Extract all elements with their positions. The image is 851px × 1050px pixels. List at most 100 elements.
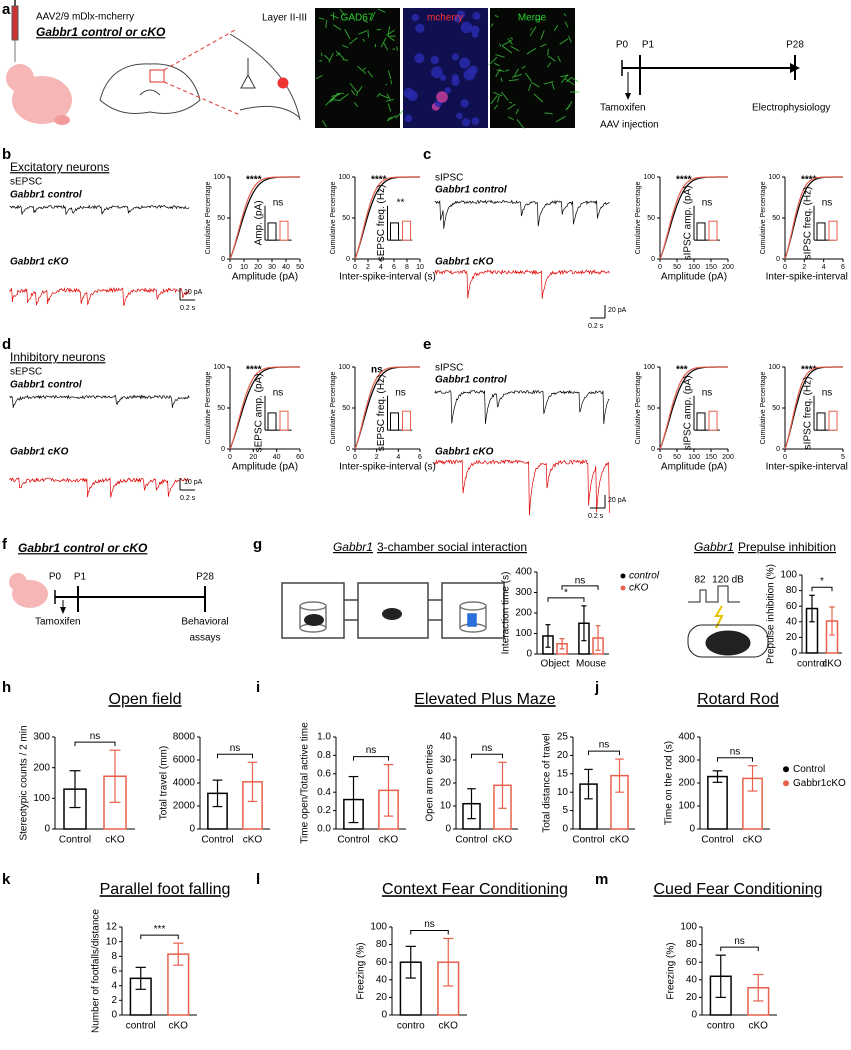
error-bar: [615, 758, 624, 793]
panel-letter: j: [594, 679, 599, 696]
x-tick-label: cKO: [169, 1021, 189, 1032]
texture: [490, 95, 498, 105]
y-tick-label: 4: [111, 980, 117, 991]
texture: [325, 95, 335, 106]
y-tick-label: 0: [691, 1010, 697, 1021]
significance: ns: [371, 365, 383, 376]
significance: ****: [246, 175, 262, 186]
y-tick-label: 2000: [173, 801, 196, 812]
y-tick-label: 0: [651, 446, 655, 453]
y-tick-label: 300: [515, 587, 532, 598]
error-bar: [584, 768, 593, 800]
y-tick-label: 50: [342, 405, 350, 412]
texture: [358, 30, 367, 35]
recording-label: sEPSC: [10, 177, 42, 188]
syringe: [11, 0, 19, 62]
error-bar: [829, 606, 835, 636]
bracket: [471, 753, 503, 759]
error-bar: [809, 594, 815, 623]
y-tick-label: 6000: [173, 755, 196, 766]
panel-letter: h: [2, 679, 11, 696]
y-tick-label: 40: [376, 974, 388, 985]
control-label: Gabbr1 control: [10, 380, 82, 391]
channel-label: Merge: [518, 13, 547, 24]
significance: ns: [599, 740, 610, 751]
texture: [472, 11, 481, 20]
bracket: [140, 934, 179, 940]
micrograph: [315, 8, 400, 128]
bracket: [74, 741, 116, 747]
y-tick-label: 10: [106, 936, 118, 947]
y-axis-label: Cumulative Percentage: [635, 372, 642, 445]
texture: [547, 62, 552, 68]
virus-label: AAV2/9 mDlx-mcherry: [36, 12, 134, 23]
texture: [404, 114, 413, 123]
x-tick-label: 50: [673, 454, 681, 461]
x-tick-label: 0: [658, 264, 662, 271]
texture: [471, 117, 480, 125]
y-axis-label: Freezing (%): [356, 942, 367, 999]
y-tick-label: 0.8: [317, 750, 331, 761]
timeline-label: P0: [49, 572, 62, 583]
texture: [344, 29, 351, 40]
x-axis-label: Amplitude (pA): [232, 272, 298, 283]
recording-label: Electrophysiology: [752, 103, 830, 114]
texture: [501, 45, 513, 54]
x-tick-label: 150: [705, 264, 717, 271]
inset-bar: [696, 412, 706, 431]
texture: [444, 87, 451, 94]
x-tick-label: cKO: [749, 1021, 769, 1032]
error-bar: [467, 788, 476, 820]
x-tick-label: 40: [282, 264, 290, 271]
y-axis-label: Cumulative Percentage: [760, 182, 767, 255]
texture: [509, 37, 514, 40]
texture: [403, 87, 415, 99]
panel-letter: i: [256, 679, 260, 696]
texture: [531, 81, 540, 88]
texture: [385, 99, 394, 102]
texture: [335, 50, 345, 60]
cumulative-curve: [229, 366, 300, 450]
texture: [551, 82, 555, 90]
y-tick-label: 25: [557, 732, 569, 743]
cumulative-curve: [784, 366, 843, 450]
texture: [555, 115, 566, 123]
y-tick-label: 100: [643, 364, 655, 371]
texture: [436, 91, 448, 103]
x-tick-label: 0: [228, 264, 232, 271]
texture: [382, 42, 389, 51]
y-tick-label: 100: [338, 364, 350, 371]
texture: [336, 52, 341, 57]
x-tick-label: cKO: [439, 1021, 459, 1032]
y-tick-label: 0: [381, 1010, 387, 1021]
y-axis-label: Cumulative Percentage: [330, 182, 337, 255]
error-bar: [747, 765, 758, 792]
timeline-label: P28: [196, 572, 214, 583]
texture: [488, 56, 498, 66]
y-tick-label: 80: [786, 585, 798, 596]
texture: [515, 108, 520, 115]
inset-bar: [402, 220, 411, 241]
inset-label: sIPSC amp. (pA): [683, 185, 694, 260]
texture: [451, 53, 459, 61]
y-tick-label: 20: [440, 778, 452, 789]
timeline-label: P28: [786, 40, 804, 51]
stimulus-label: 82: [694, 575, 706, 586]
timeline-label: P0: [616, 40, 629, 51]
y-tick-label: 0.2: [317, 805, 331, 816]
texture: [460, 21, 473, 34]
y-tick-label: 20: [686, 992, 698, 1003]
y-tick-label: 0: [189, 824, 195, 835]
x-tick-label: Object: [541, 659, 570, 670]
texture: [386, 115, 397, 122]
legend-label: Control: [793, 764, 825, 775]
texture: [387, 116, 392, 120]
scale-label: 10 pA: [184, 289, 203, 296]
x-tick-label: 2: [802, 264, 806, 271]
x-tick-label: 2: [366, 264, 370, 271]
texture: [456, 112, 463, 120]
x-tick-label: Control: [572, 835, 604, 846]
inset-bar: [708, 410, 718, 431]
texture: [540, 43, 547, 48]
